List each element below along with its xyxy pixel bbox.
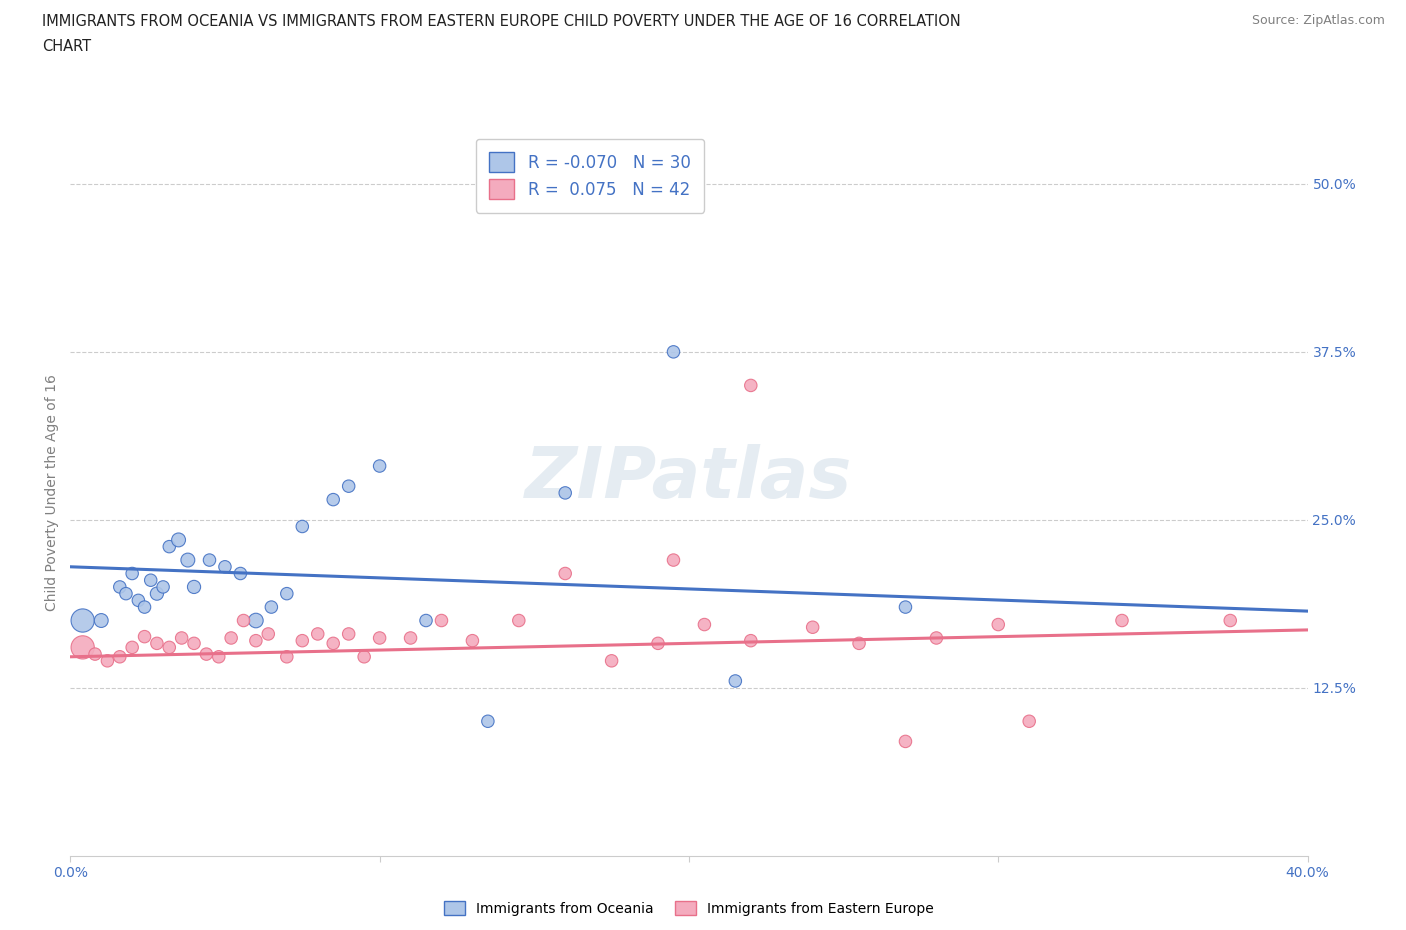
Point <box>245 633 267 648</box>
Point <box>276 649 298 664</box>
Point <box>647 636 669 651</box>
Point <box>291 519 314 534</box>
Point <box>508 613 530 628</box>
Point <box>115 586 138 601</box>
Point <box>662 552 685 567</box>
Point <box>121 640 143 655</box>
Point <box>337 479 360 494</box>
Point <box>801 619 824 634</box>
Point <box>894 600 917 615</box>
Point <box>291 633 314 648</box>
Point <box>219 631 242 645</box>
Point <box>399 631 422 645</box>
Point <box>157 640 180 655</box>
Point <box>987 618 1010 632</box>
Text: ZIPatlas: ZIPatlas <box>526 444 852 512</box>
Point <box>740 633 762 648</box>
Point <box>134 630 156 644</box>
Y-axis label: Child Poverty Under the Age of 16: Child Poverty Under the Age of 16 <box>45 375 59 611</box>
Point <box>276 586 298 601</box>
Point <box>177 552 200 567</box>
Point <box>245 613 267 628</box>
Point <box>415 613 437 628</box>
Point <box>232 613 254 628</box>
Point <box>353 649 375 664</box>
Point <box>307 627 329 642</box>
Point <box>72 613 94 628</box>
Point <box>1219 613 1241 628</box>
Point <box>554 566 576 581</box>
Point <box>84 646 107 661</box>
Point <box>183 579 205 594</box>
Point <box>724 673 747 688</box>
Point <box>894 734 917 749</box>
Point <box>461 633 484 648</box>
Point <box>662 344 685 359</box>
Point <box>170 631 193 645</box>
Point <box>157 539 180 554</box>
Point <box>108 579 131 594</box>
Point <box>925 631 948 645</box>
Point <box>139 573 162 588</box>
Legend: Immigrants from Oceania, Immigrants from Eastern Europe: Immigrants from Oceania, Immigrants from… <box>439 896 939 922</box>
Point <box>600 654 623 669</box>
Point <box>368 458 391 473</box>
Point <box>1111 613 1133 628</box>
Text: Source: ZipAtlas.com: Source: ZipAtlas.com <box>1251 14 1385 27</box>
Point <box>1018 714 1040 729</box>
Point <box>554 485 576 500</box>
Point <box>152 579 174 594</box>
Point <box>208 649 231 664</box>
Point <box>740 378 762 392</box>
Point <box>167 533 190 548</box>
Point <box>90 613 112 628</box>
Text: CHART: CHART <box>42 39 91 54</box>
Point <box>198 552 221 567</box>
Point <box>183 636 205 651</box>
Point <box>337 627 360 642</box>
Point <box>96 654 118 669</box>
Point <box>368 631 391 645</box>
Point <box>214 559 236 574</box>
Point <box>121 566 143 581</box>
Point <box>146 586 169 601</box>
Point <box>322 636 344 651</box>
Point <box>146 636 169 651</box>
Point <box>848 636 870 651</box>
Point <box>257 627 280 642</box>
Text: IMMIGRANTS FROM OCEANIA VS IMMIGRANTS FROM EASTERN EUROPE CHILD POVERTY UNDER TH: IMMIGRANTS FROM OCEANIA VS IMMIGRANTS FR… <box>42 14 960 29</box>
Point <box>127 593 149 608</box>
Point <box>195 646 218 661</box>
Point <box>134 600 156 615</box>
Point <box>477 714 499 729</box>
Point <box>693 618 716 632</box>
Point <box>108 649 131 664</box>
Point <box>322 492 344 507</box>
Point <box>72 640 94 655</box>
Point <box>229 566 252 581</box>
Point <box>430 613 453 628</box>
Point <box>260 600 283 615</box>
